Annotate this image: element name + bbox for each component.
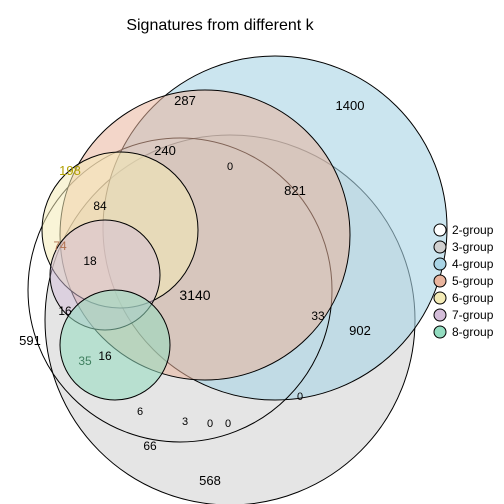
- region-count: 66: [143, 439, 157, 453]
- legend-swatch: [434, 292, 446, 304]
- region-count: 18: [83, 254, 97, 268]
- region-count: 33: [311, 309, 325, 323]
- legend-swatch: [434, 241, 446, 253]
- region-count: 240: [154, 143, 176, 158]
- legend-label: 7-group: [452, 308, 494, 322]
- legend-label: 4-group: [452, 257, 494, 271]
- region-count: 16: [58, 304, 72, 318]
- legend-label: 8-group: [452, 325, 494, 339]
- legend-swatch: [434, 258, 446, 270]
- region-count: 0: [207, 418, 213, 430]
- region-count: 287: [174, 93, 196, 108]
- legend-label: 2-group: [452, 223, 494, 237]
- region-count: 902: [349, 323, 371, 338]
- region-count: 821: [284, 183, 306, 198]
- region-count: 3: [182, 416, 188, 428]
- region-count: 16: [98, 349, 112, 363]
- venn-circle-c8: [60, 290, 170, 400]
- region-count: 198: [59, 163, 81, 178]
- region-count: 0: [225, 418, 231, 430]
- region-count: 591: [19, 333, 41, 348]
- region-count: 3140: [179, 287, 210, 303]
- region-count: 0: [227, 161, 233, 173]
- region-count: 1400: [336, 98, 365, 113]
- chart-title: Signatures from different k: [126, 17, 314, 34]
- legend-swatch: [434, 224, 446, 236]
- region-count: 35: [78, 354, 92, 368]
- region-count: 6: [137, 406, 143, 418]
- region-count: 74: [53, 239, 67, 253]
- legend-swatch: [434, 275, 446, 287]
- region-count: 84: [93, 199, 107, 213]
- legend-label: 6-group: [452, 291, 494, 305]
- region-count: 568: [199, 473, 221, 488]
- legend-swatch: [434, 309, 446, 321]
- legend-label: 5-group: [452, 274, 494, 288]
- region-count: 0: [297, 391, 303, 403]
- legend-swatch: [434, 326, 446, 338]
- legend-label: 3-group: [452, 240, 494, 254]
